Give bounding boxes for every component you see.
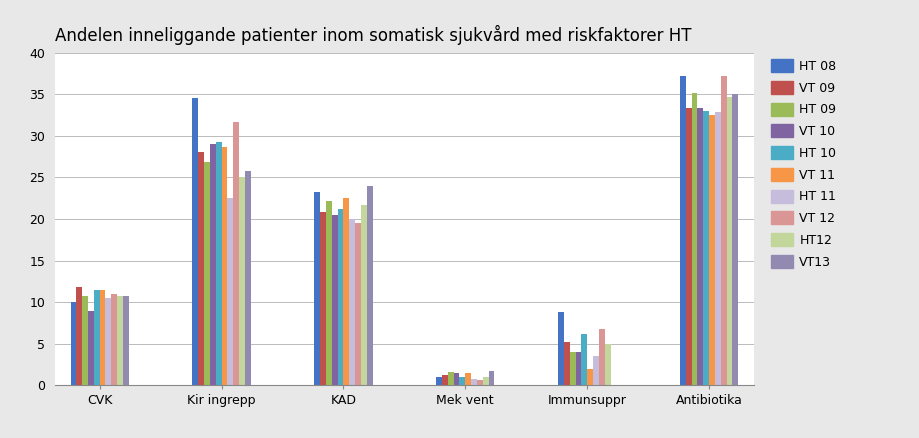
Bar [442,375,448,385]
Bar [94,290,99,385]
Bar [582,334,587,385]
Bar [76,287,82,385]
Bar [575,352,582,385]
Bar [471,379,477,385]
Bar [244,171,251,385]
Bar [88,311,94,385]
Bar [605,344,610,385]
Bar [216,142,221,385]
Bar [448,372,454,385]
Bar [703,111,709,385]
Bar [349,219,355,385]
Bar [221,148,227,385]
Text: Andelen inneliggande patienter inom somatisk sjukvård med riskfaktorer HT: Andelen inneliggande patienter inom soma… [55,25,692,46]
Bar [727,97,732,385]
Bar [123,297,129,385]
Bar [686,108,692,385]
Bar [233,122,239,385]
Bar [106,298,111,385]
Bar [71,302,76,385]
Bar [680,76,686,385]
Bar [210,144,216,385]
Bar [82,296,88,385]
Bar [117,297,123,385]
Bar [715,113,720,385]
Bar [367,186,372,385]
Bar [361,205,367,385]
Bar [199,152,204,385]
Bar [227,198,233,385]
Bar [482,377,489,385]
Bar [465,373,471,385]
Bar [698,108,703,385]
Bar [570,352,575,385]
Bar [599,329,605,385]
Bar [111,294,117,385]
Bar [337,209,344,385]
Bar [587,369,593,385]
Bar [355,223,361,385]
Bar [437,377,442,385]
Bar [332,215,337,385]
Bar [709,115,715,385]
Bar [593,357,599,385]
Bar [320,212,326,385]
Bar [564,342,570,385]
Bar [239,177,244,385]
Bar [460,377,465,385]
Bar [326,201,332,385]
Bar [732,94,738,385]
Bar [99,290,106,385]
Bar [692,92,698,385]
Bar [192,98,199,385]
Bar [558,312,564,385]
Legend: HT 08, VT 09, HT 09, VT 10, HT 10, VT 11, HT 11, VT 12, HT12, VT13: HT 08, VT 09, HT 09, VT 10, HT 10, VT 11… [766,56,840,272]
Bar [344,198,349,385]
Bar [204,162,210,385]
Bar [454,373,460,385]
Bar [477,381,482,385]
Bar [489,371,494,385]
Bar [314,192,320,385]
Bar [720,76,727,385]
